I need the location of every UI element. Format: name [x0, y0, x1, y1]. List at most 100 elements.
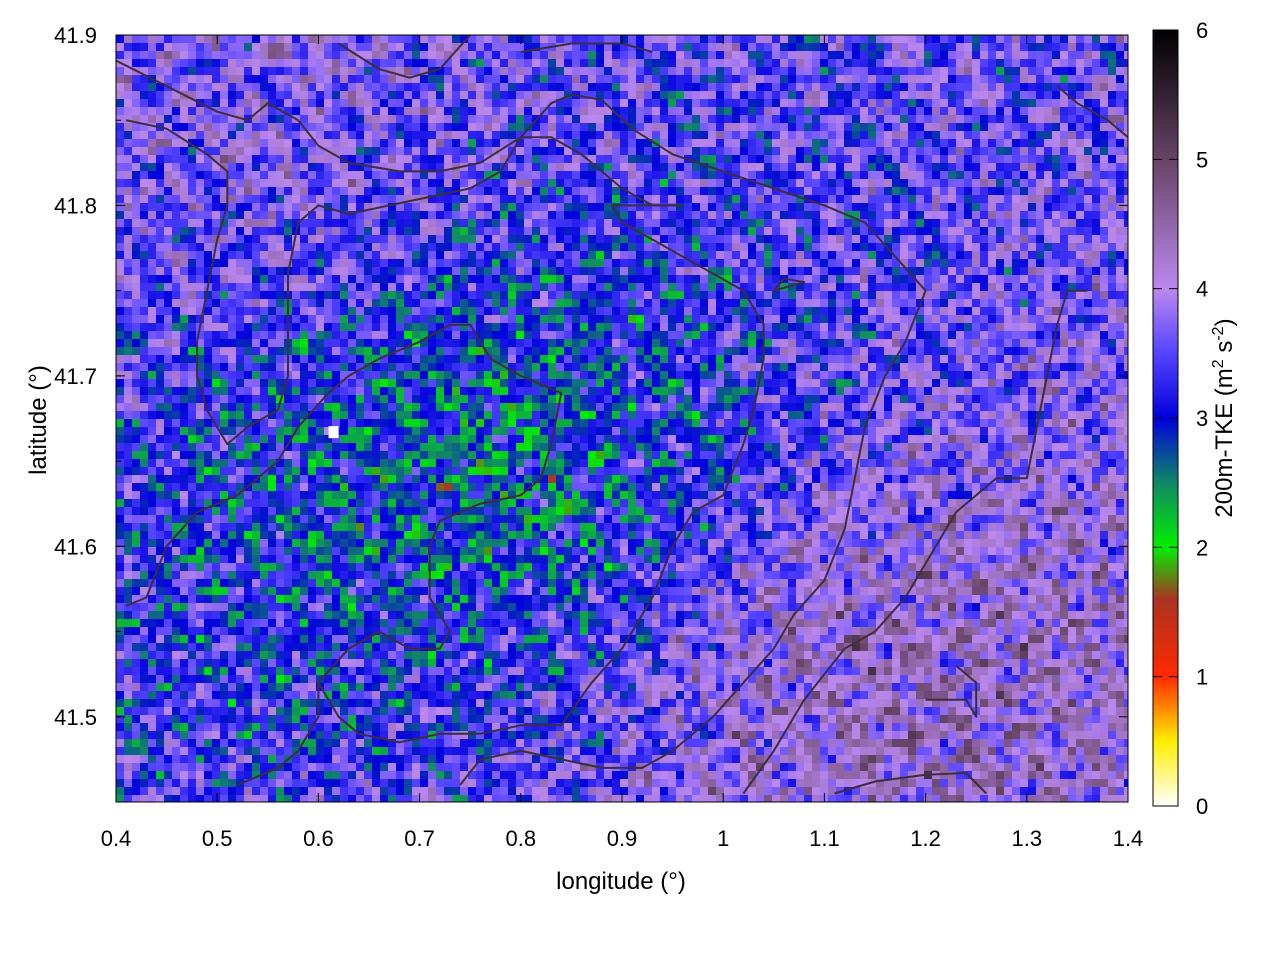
heatmap-cell [428, 251, 437, 260]
heatmap-cell [292, 315, 301, 324]
heatmap-cell [284, 163, 293, 172]
heatmap-cell [860, 235, 869, 244]
heatmap-cell [1020, 283, 1029, 292]
heatmap-cell [276, 43, 285, 52]
heatmap-cell [812, 195, 821, 204]
heatmap-cell [708, 195, 717, 204]
heatmap-cell [236, 67, 245, 76]
heatmap-cell [340, 91, 349, 100]
heatmap-cell [884, 187, 893, 196]
heatmap-cell [668, 283, 677, 292]
heatmap-cell [588, 51, 597, 60]
heatmap-cell [396, 339, 405, 348]
heatmap-cell [308, 315, 317, 324]
heatmap-cell [1084, 339, 1093, 348]
heatmap-cell [876, 195, 885, 204]
heatmap-cell [452, 171, 461, 180]
heatmap-cell [476, 123, 485, 132]
heatmap-cell [604, 91, 613, 100]
heatmap-cell [260, 227, 269, 236]
heatmap-cell [676, 83, 685, 92]
heatmap-cell [340, 291, 349, 300]
heatmap-cell [188, 331, 197, 340]
heatmap-cell [1060, 259, 1069, 268]
heatmap-cell [396, 107, 405, 116]
heatmap-cell [252, 131, 261, 140]
heatmap-cell [1044, 283, 1053, 292]
heatmap-cell [996, 131, 1005, 140]
heatmap-cell [508, 123, 517, 132]
heatmap-cell [692, 187, 701, 196]
heatmap-cell [1100, 275, 1109, 284]
heatmap-cell [252, 339, 261, 348]
heatmap-cell [404, 243, 413, 252]
heatmap-cell [308, 235, 317, 244]
heatmap-cell [716, 83, 725, 92]
heatmap-cell [276, 115, 285, 124]
heatmap-cell [156, 131, 165, 140]
heatmap-cell [500, 259, 509, 268]
heatmap-cell [492, 259, 501, 268]
heatmap-cell [204, 315, 213, 324]
heatmap-cell [1012, 259, 1021, 268]
heatmap-cell [556, 203, 565, 212]
heatmap-cell [188, 51, 197, 60]
heatmap-cell [276, 291, 285, 300]
heatmap-cell [580, 147, 589, 156]
heatmap-cell [140, 283, 149, 292]
heatmap-cell [852, 211, 861, 220]
heatmap-cell [436, 51, 445, 60]
heatmap-cell [220, 131, 229, 140]
heatmap-cell [492, 203, 501, 212]
heatmap-cell [540, 275, 549, 284]
heatmap-cell [676, 339, 685, 348]
heatmap-cell [884, 307, 893, 316]
heatmap-cell [324, 315, 333, 324]
heatmap-cell [236, 51, 245, 60]
heatmap-cell [308, 147, 317, 156]
heatmap-cell [452, 43, 461, 52]
heatmap-cell [700, 163, 709, 172]
heatmap-cell [444, 163, 453, 172]
heatmap-cell [812, 267, 821, 276]
heatmap-cell [324, 163, 333, 172]
heatmap-cell [580, 155, 589, 164]
heatmap-cell [876, 275, 885, 284]
heatmap-cell [508, 179, 517, 188]
heatmap-cell [484, 115, 493, 124]
heatmap-cell [668, 75, 677, 84]
heatmap-cell [1012, 123, 1021, 132]
heatmap-cell [724, 275, 733, 284]
heatmap-cell [940, 323, 949, 332]
heatmap-cell [340, 227, 349, 236]
heatmap-cell [124, 339, 133, 348]
heatmap-cell [292, 299, 301, 308]
heatmap-cell [300, 307, 309, 316]
heatmap-cell [1116, 131, 1125, 140]
heatmap-cell [156, 195, 165, 204]
heatmap-cell [252, 259, 261, 268]
heatmap-cell [1092, 307, 1101, 316]
heatmap-cell [1020, 51, 1029, 60]
heatmap-cell [844, 259, 853, 268]
heatmap-cell [836, 155, 845, 164]
heatmap-cell [244, 283, 253, 292]
heatmap-cell [420, 283, 429, 292]
heatmap-cell [212, 187, 221, 196]
heatmap-cell [556, 155, 565, 164]
heatmap-cell [732, 115, 741, 124]
heatmap-cell [244, 219, 253, 228]
heatmap-cell [220, 331, 229, 340]
heatmap-cell [220, 155, 229, 164]
heatmap-cell [580, 339, 589, 348]
heatmap-cell [604, 59, 613, 68]
heatmap-cell [164, 291, 173, 300]
heatmap-cell [940, 43, 949, 52]
heatmap-cell [236, 123, 245, 132]
heatmap-cell [780, 115, 789, 124]
heatmap-cell [292, 339, 301, 348]
heatmap-cell [172, 43, 181, 52]
heatmap-cell [868, 99, 877, 108]
heatmap-cell [580, 291, 589, 300]
heatmap-cell [964, 227, 973, 236]
